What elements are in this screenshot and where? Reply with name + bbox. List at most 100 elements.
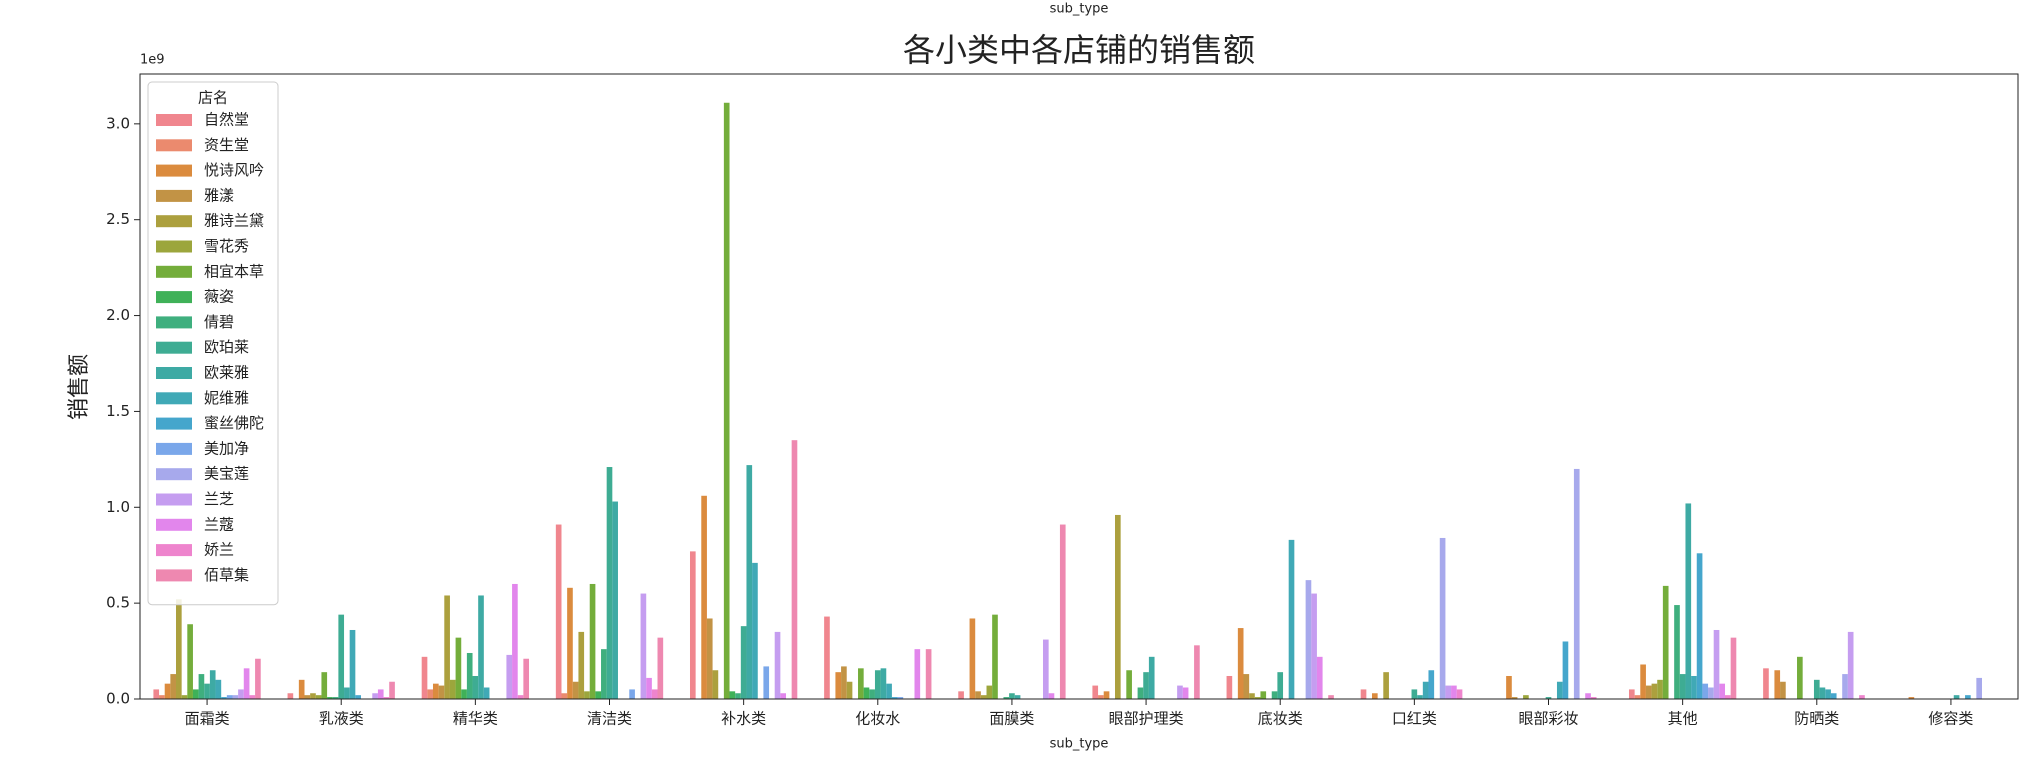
bar (1371, 693, 1378, 699)
bar (1177, 685, 1183, 699)
bar (1009, 693, 1015, 699)
legend-swatch (156, 265, 192, 278)
x-tick-label: 其他 (1668, 710, 1698, 728)
bar (606, 467, 613, 699)
bar (1573, 468, 1580, 699)
bar (1634, 695, 1641, 699)
bar (432, 683, 439, 699)
bar (181, 695, 188, 699)
bar (774, 631, 781, 699)
bar (1092, 685, 1099, 699)
bar (1305, 580, 1312, 699)
bar (1774, 670, 1781, 699)
bar (1249, 693, 1255, 699)
bar (310, 693, 316, 699)
bar (1965, 695, 1971, 699)
bar (763, 666, 770, 699)
bar (1708, 687, 1714, 699)
bar (589, 583, 596, 699)
bar (640, 593, 647, 699)
legend-swatch (156, 518, 192, 531)
bar (164, 683, 171, 699)
bar (192, 689, 199, 699)
bar (651, 689, 658, 699)
bar (1439, 537, 1446, 699)
bar (377, 689, 384, 699)
bar (1780, 681, 1786, 699)
bar (824, 616, 830, 699)
bar (315, 695, 322, 699)
bar (791, 440, 798, 699)
y-tick-label: 2.0 (106, 306, 130, 324)
bar (646, 677, 652, 699)
bar (712, 670, 719, 699)
bar (969, 618, 976, 699)
legend-label: 兰芝 (204, 490, 234, 508)
x-tick-label: 修容类 (1928, 710, 1973, 728)
x-tick-label: 乳液类 (319, 710, 364, 728)
legend-label: 欧莱雅 (204, 364, 249, 382)
bar (1696, 553, 1703, 699)
bar (1976, 677, 1982, 699)
bar (1819, 687, 1826, 699)
bar (1237, 628, 1244, 699)
bar (221, 697, 227, 699)
bar (1645, 685, 1652, 699)
bar (1311, 593, 1317, 699)
bar (1545, 697, 1552, 699)
bar (572, 681, 579, 699)
bar (444, 595, 450, 699)
bar (1328, 695, 1334, 699)
bar (1725, 695, 1731, 699)
legend-label: 悦诗风吟 (204, 161, 264, 179)
bar (170, 674, 177, 699)
bar (153, 689, 160, 699)
bar (986, 685, 993, 699)
bar (1260, 691, 1267, 699)
bar (1713, 629, 1720, 699)
legend-label: 欧珀莱 (204, 338, 249, 356)
bar (1243, 674, 1250, 699)
bar (1842, 674, 1848, 699)
legend-label: 娇兰 (204, 541, 234, 559)
legend-label: 雅诗兰黛 (204, 212, 264, 230)
legend-label: 美加净 (204, 439, 249, 457)
bar (298, 679, 305, 699)
bar (478, 595, 484, 699)
bar (466, 652, 473, 699)
bar (1556, 681, 1563, 699)
bar (1908, 697, 1915, 699)
legend-swatch (156, 316, 192, 329)
bar (349, 629, 356, 699)
bar (975, 691, 981, 699)
bar (461, 689, 467, 699)
bar (427, 689, 433, 699)
legend-swatch (156, 341, 192, 354)
bar (746, 465, 753, 699)
legend-label: 蜜丝佛陀 (204, 414, 264, 432)
bar (1148, 656, 1155, 699)
legend-title: 店名 (198, 89, 228, 107)
bar (1288, 539, 1295, 699)
legend-swatch (156, 468, 192, 481)
bar (1953, 695, 1960, 699)
legend-label: 妮维雅 (204, 389, 249, 407)
bar (689, 551, 696, 699)
y-tick-label: 1.0 (106, 498, 130, 516)
bar (914, 649, 921, 699)
bar (863, 687, 870, 699)
bar (523, 658, 530, 699)
x-tick-label: 防晒类 (1794, 710, 1839, 728)
y-axis-label: 销售额 (67, 354, 92, 420)
legend-label: 自然堂 (204, 111, 249, 129)
legend-swatch (156, 291, 192, 304)
bar (1685, 503, 1692, 699)
plot-frame (139, 73, 2019, 700)
legend-label: 兰蔻 (204, 515, 234, 533)
bar (869, 689, 875, 699)
y-tick-label: 0.0 (106, 690, 130, 708)
bar (1797, 656, 1803, 699)
bar (1417, 695, 1423, 699)
x-tick-label: 口红类 (1392, 710, 1437, 728)
bar (1428, 670, 1435, 699)
